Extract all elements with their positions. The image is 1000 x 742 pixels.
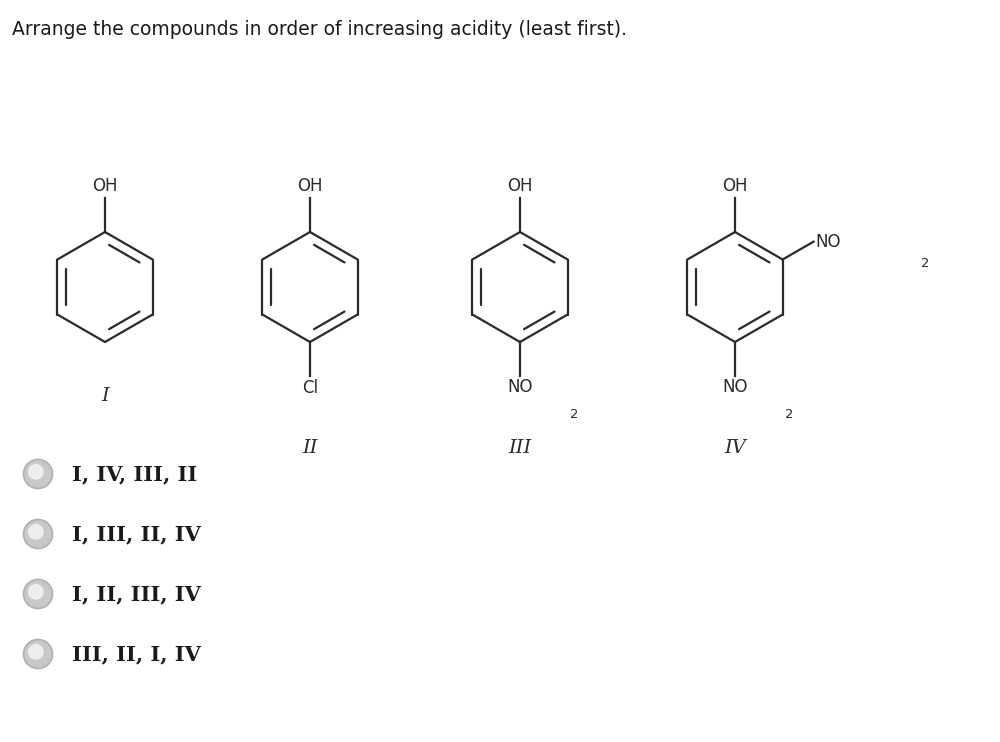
Text: III, II, I, IV: III, II, I, IV bbox=[72, 644, 201, 664]
Text: 2: 2 bbox=[570, 408, 579, 421]
Text: I, II, III, IV: I, II, III, IV bbox=[72, 584, 201, 604]
Text: NO: NO bbox=[507, 378, 533, 396]
Circle shape bbox=[24, 519, 52, 548]
Text: OH: OH bbox=[722, 177, 748, 195]
Text: I: I bbox=[101, 387, 109, 405]
Circle shape bbox=[24, 459, 52, 488]
Text: I, III, II, IV: I, III, II, IV bbox=[72, 524, 201, 544]
Text: OH: OH bbox=[507, 177, 533, 195]
Circle shape bbox=[28, 644, 44, 660]
Circle shape bbox=[24, 580, 52, 608]
Circle shape bbox=[28, 524, 44, 539]
Circle shape bbox=[24, 640, 52, 669]
Circle shape bbox=[28, 584, 44, 600]
Text: NO: NO bbox=[722, 378, 748, 396]
Text: IV: IV bbox=[724, 439, 746, 457]
Text: 2: 2 bbox=[785, 408, 794, 421]
Text: OH: OH bbox=[297, 177, 323, 195]
Circle shape bbox=[28, 464, 44, 480]
Text: I, IV, III, II: I, IV, III, II bbox=[72, 464, 197, 484]
Text: OH: OH bbox=[92, 177, 118, 195]
Text: Arrange the compounds in order of increasing acidity (least first).: Arrange the compounds in order of increa… bbox=[12, 20, 627, 39]
Text: III: III bbox=[508, 439, 532, 457]
Text: Cl: Cl bbox=[302, 379, 318, 397]
Text: II: II bbox=[302, 439, 318, 457]
Text: 2: 2 bbox=[921, 257, 929, 270]
Text: NO: NO bbox=[816, 233, 841, 251]
